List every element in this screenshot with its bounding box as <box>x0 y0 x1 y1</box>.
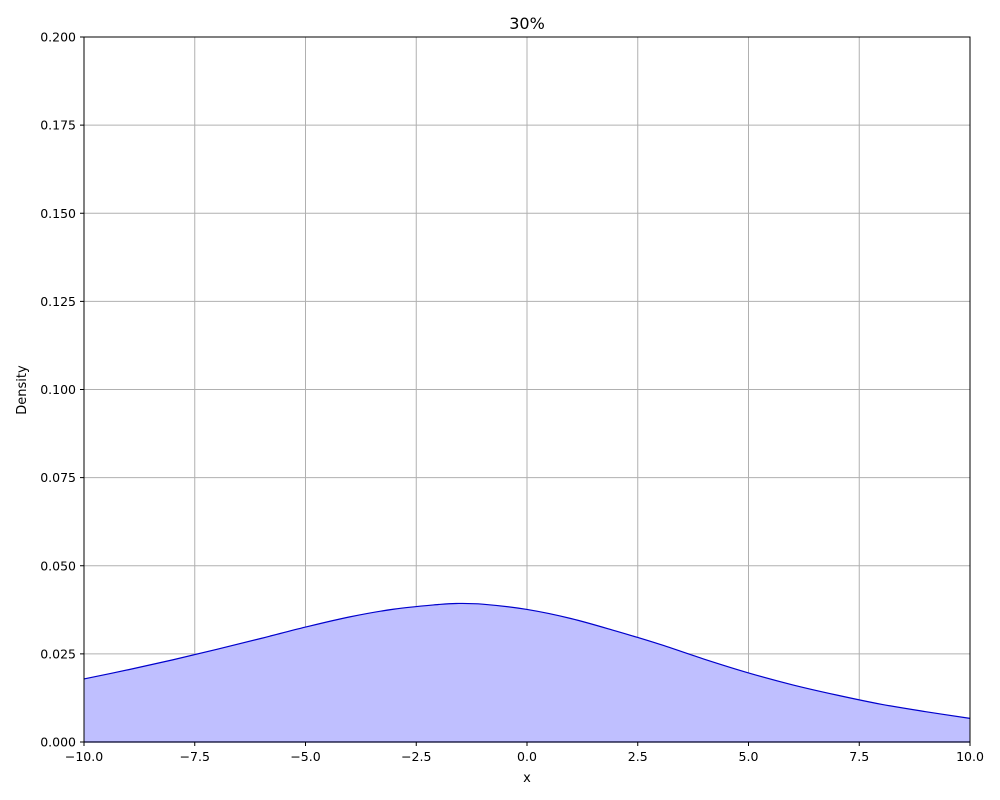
y-tick-label: 0.025 <box>40 646 76 661</box>
x-tick-label: −5.0 <box>290 749 320 764</box>
y-tick-label: 0.050 <box>40 558 76 573</box>
x-tick-label: 10.0 <box>956 749 984 764</box>
density-curve <box>83 602 971 719</box>
x-tick-label: 0.0 <box>517 749 537 764</box>
density-area-fill <box>84 603 970 742</box>
y-tick-label: 0.000 <box>40 735 76 750</box>
x-tick-label: −7.5 <box>180 749 210 764</box>
series-layer <box>83 602 971 743</box>
x-axis-ticks: −10.0 −7.5 −5.0 −2.5 0.0 2.5 5.0 7.5 10.0 <box>65 742 984 764</box>
x-tick-label: −10.0 <box>65 749 103 764</box>
y-tick-label: 0.075 <box>40 470 76 485</box>
x-tick-label: 5.0 <box>739 749 759 764</box>
y-tick-label: 0.175 <box>40 118 76 133</box>
y-tick-label: 0.200 <box>40 30 76 45</box>
chart-title: 30% <box>509 14 545 33</box>
y-axis-label: Density <box>15 365 30 415</box>
y-tick-label: 0.150 <box>40 206 76 221</box>
y-tick-label: 0.100 <box>40 382 76 397</box>
x-tick-label: −2.5 <box>401 749 431 764</box>
x-tick-label: 2.5 <box>628 749 648 764</box>
y-axis-ticks: 0.000 0.025 0.050 0.075 0.100 0.125 0.150 0.175… <box>40 30 84 750</box>
x-tick-label: 7.5 <box>849 749 869 764</box>
y-tick-label: 0.125 <box>40 294 76 309</box>
x-axis-label: x <box>523 771 531 786</box>
